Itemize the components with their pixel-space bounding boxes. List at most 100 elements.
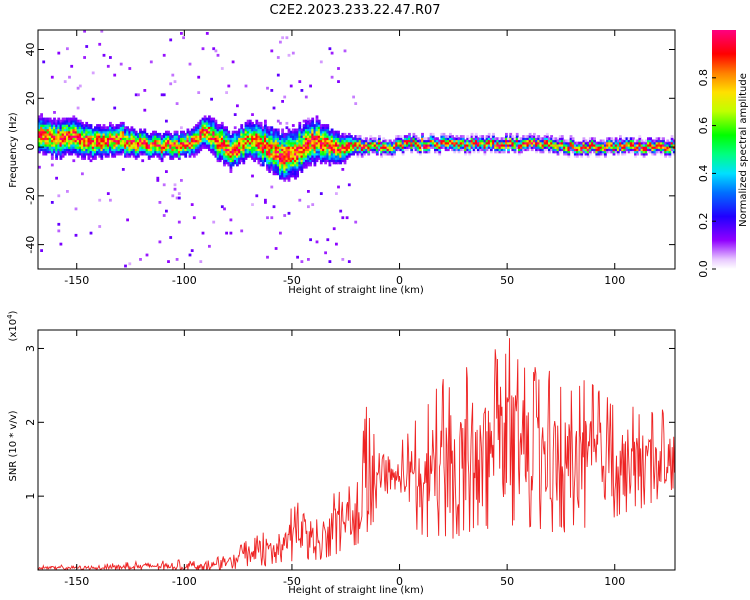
heatmap-cell [126, 146, 129, 149]
heatmap-cell [627, 146, 631, 149]
heatmap-cell [145, 146, 149, 149]
heatmap-cell [94, 139, 97, 143]
heatmap-cell [287, 168, 291, 171]
heatmap-cell [535, 150, 538, 154]
heatmap-cell [455, 141, 459, 145]
heatmap-cell [578, 141, 581, 145]
heatmap-cell [350, 152, 353, 156]
heatmap-cell [85, 141, 89, 145]
heatmap-cell [100, 141, 104, 145]
heatmap-cell [229, 159, 233, 163]
heatmap-cell [608, 148, 612, 152]
heatmap-cell [330, 159, 334, 163]
heatmap-cell [670, 139, 674, 143]
heatmap-cell [291, 146, 295, 149]
heatmap-cell [276, 73, 280, 77]
heatmap-cell [240, 130, 244, 134]
heatmap-cell [78, 128, 82, 132]
heatmap-cell [505, 141, 508, 145]
heatmap-cell [328, 148, 332, 152]
heatmap-cell [632, 150, 635, 154]
heatmap-cell [240, 141, 244, 145]
heatmap-cell [81, 148, 84, 152]
heatmap-cell [91, 137, 95, 141]
heatmap-cell [492, 143, 495, 147]
heatmap-cell [307, 135, 310, 138]
heatmap-cell [625, 139, 629, 143]
heatmap-cell [268, 132, 272, 136]
heatmap-cell [141, 159, 145, 163]
heatmap-cell [85, 121, 89, 125]
heatmap-cell [149, 150, 153, 154]
heatmap-cell [272, 132, 276, 136]
heatmap-cell [276, 137, 280, 141]
heatmap-cell [580, 143, 584, 147]
heatmap-cell [63, 146, 67, 149]
heatmap-cell [317, 152, 321, 156]
heatmap-cell [225, 132, 228, 136]
heatmap-cell [276, 119, 280, 123]
heatmap-cell [251, 157, 254, 160]
heatmap-cell [244, 130, 248, 134]
heatmap-cell [276, 132, 280, 136]
heatmap-cell [330, 161, 334, 165]
heatmap-cell [160, 143, 164, 147]
heatmap-cell [147, 137, 151, 141]
heatmap-cell [489, 135, 493, 138]
heatmap-cell [330, 139, 334, 143]
heatmap-cell [515, 143, 519, 147]
heatmap-cell [287, 148, 291, 152]
heatmap-cell [149, 137, 153, 141]
heatmap-cell [132, 148, 136, 152]
heatmap-cell [283, 163, 287, 167]
heatmap-cell [212, 148, 216, 152]
heatmap-cell [272, 170, 276, 173]
heatmap-cell [190, 128, 194, 132]
heatmap-cell [44, 132, 48, 136]
heatmap-cell [339, 143, 343, 147]
heatmap-cell [188, 132, 192, 136]
heatmap-cell [119, 150, 123, 154]
heatmap-cell [367, 143, 371, 147]
heatmap-cell [425, 139, 429, 143]
heatmap-cell [270, 148, 274, 152]
heatmap-cell [326, 137, 330, 141]
heatmap-cell [281, 174, 284, 178]
heatmap-cell [287, 211, 291, 215]
heatmap-cell [272, 165, 276, 169]
heatmap-cell [425, 141, 429, 145]
heatmap-cell [102, 124, 106, 127]
heatmap-cell [279, 170, 282, 173]
heatmap-cell [313, 143, 317, 147]
heatmap-cell [453, 146, 457, 149]
heatmap-cell [563, 143, 566, 147]
heatmap-cell [418, 146, 422, 149]
heatmap-cell [169, 148, 173, 152]
heatmap-cell [169, 82, 173, 86]
heatmap-cell [268, 126, 272, 130]
heatmap-cell [83, 132, 86, 136]
heatmap-cell [662, 148, 665, 152]
heatmap-cell [147, 152, 151, 156]
heatmap-cell [406, 146, 409, 149]
heatmap-cell [169, 137, 173, 141]
heatmap-cell [347, 141, 351, 145]
heatmap-cell [76, 139, 80, 143]
heatmap-cell [401, 146, 405, 149]
heatmap-cell [397, 137, 401, 141]
heatmap-cell [477, 148, 480, 152]
heatmap-cell [455, 139, 459, 143]
heatmap-cell [96, 148, 99, 152]
heatmap-cell [319, 139, 323, 143]
heatmap-cell [397, 139, 401, 143]
heatmap-cell [190, 139, 194, 143]
heatmap-cell [216, 53, 220, 57]
heatmap-cell [231, 152, 235, 156]
heatmap-cell [199, 121, 203, 125]
heatmap-cell [466, 137, 470, 141]
heatmap-cell [251, 141, 254, 145]
heatmap-cell [248, 139, 252, 143]
heatmap-cell [330, 148, 334, 152]
heatmap-cell [128, 141, 132, 145]
heatmap-cell [111, 135, 114, 138]
